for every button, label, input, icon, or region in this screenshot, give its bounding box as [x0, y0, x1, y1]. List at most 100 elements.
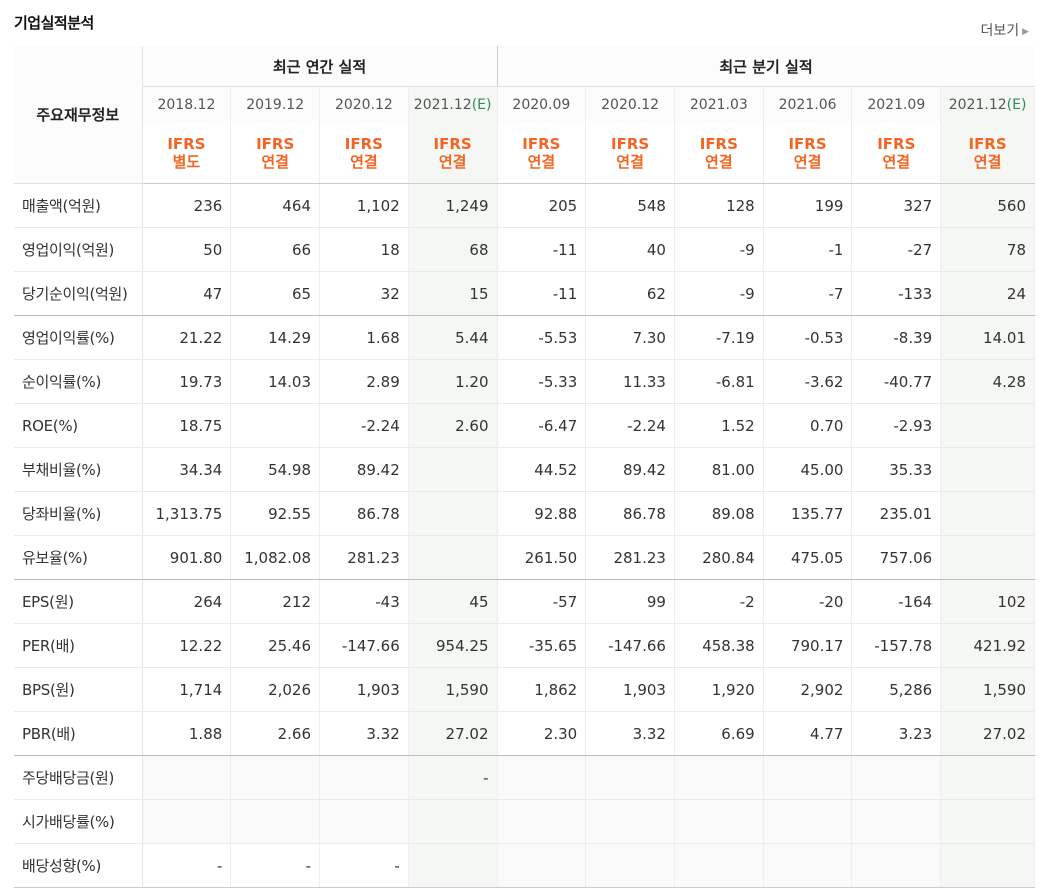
- table-cell: 1,082.08: [230, 535, 321, 580]
- row-label: 영업이익률(%): [14, 315, 143, 360]
- period-label: 2020.09: [512, 97, 571, 113]
- table-cell: [408, 843, 498, 888]
- basis-label: 별도: [172, 153, 201, 171]
- table-cell: 86.78: [585, 491, 675, 536]
- period-header: 2018.12: [142, 86, 232, 123]
- table-cell: 6.69: [674, 711, 764, 756]
- table-cell: [142, 755, 232, 800]
- table-cell: [408, 447, 498, 492]
- table-row: 당좌비율(%) 1,313.75 92.55 86.78 92.88 86.78 89.08…: [14, 491, 1035, 536]
- basis-label: 연결: [350, 153, 378, 171]
- basis-header: IFRS 연결: [851, 123, 942, 184]
- financial-analysis-table: 주요재무정보 최근 연간 실적 최근 분기 실적 2018.12 2019.12 2020…: [14, 46, 1035, 888]
- table-cell: 280.84: [674, 535, 764, 580]
- basis-label: 연결: [616, 153, 644, 171]
- table-cell: 25.46: [230, 623, 321, 668]
- ifrs-label: IFRS: [433, 135, 472, 153]
- table-cell: 14.01: [940, 315, 1035, 360]
- table-cell: 99: [585, 579, 675, 624]
- basis-header: IFRS 연결: [319, 123, 409, 184]
- table-cell: -2.24: [585, 403, 675, 448]
- table-cell: 12.22: [142, 623, 232, 668]
- table-row: 매출액(억원) 236 464 1,102 1,249 205 548 128 199 327 56…: [14, 183, 1035, 228]
- period-label: 2020.12: [601, 97, 660, 113]
- ifrs-label: IFRS: [788, 135, 827, 153]
- table-cell: 1,903: [319, 667, 409, 712]
- table-cell: 2.30: [496, 711, 587, 756]
- table-row: 주당배당금(원) -: [14, 755, 1035, 800]
- table-cell: [585, 755, 675, 800]
- ifrs-label: IFRS: [344, 135, 383, 153]
- table-cell: [940, 535, 1035, 580]
- table-cell: 421.92: [940, 623, 1035, 668]
- table-cell: 44.52: [496, 447, 587, 492]
- table-cell: [408, 799, 498, 844]
- table-cell: 21.22: [142, 315, 232, 360]
- table-cell: [585, 843, 675, 888]
- table-cell: 464: [230, 183, 321, 228]
- table-cell: -43: [319, 579, 409, 624]
- table-cell: -40.77: [851, 359, 942, 404]
- table-cell: 5.44: [408, 315, 498, 360]
- table-cell: 458.38: [674, 623, 764, 668]
- table-cell: -9: [674, 271, 764, 316]
- table-row: 순이익률(%) 19.73 14.03 2.89 1.20 -5.33 11.33 -6.81…: [14, 359, 1035, 404]
- period-header: 2021.12(E): [940, 86, 1035, 123]
- basis-header: IFRS 별도: [142, 123, 232, 184]
- table-cell: 65: [230, 271, 321, 316]
- table-row: 시가배당률(%): [14, 799, 1035, 844]
- table-cell: 1.52: [674, 403, 764, 448]
- table-cell: 205: [496, 183, 587, 228]
- table-cell: 5,286: [851, 667, 942, 712]
- table-row: 당기순이익(억원) 47 65 32 15 -11 62 -9 -7 -133 24: [14, 271, 1035, 316]
- table-cell: [496, 799, 587, 844]
- period-header: 2020.12: [585, 86, 675, 123]
- row-header-label: 주요재무정보: [14, 46, 143, 184]
- ifrs-label: IFRS: [699, 135, 738, 153]
- period-row: 2018.12 2019.12 2020.12 2021.12(E) 2020.09 20…: [14, 86, 1035, 123]
- row-label: 주당배당금(원): [14, 755, 143, 800]
- table-cell: 3.23: [851, 711, 942, 756]
- more-link[interactable]: 더보기 ▶: [980, 20, 1029, 40]
- table-cell: 34.34: [142, 447, 232, 492]
- table-cell: 4.28: [940, 359, 1035, 404]
- table-cell: -8.39: [851, 315, 942, 360]
- table-cell: -133: [851, 271, 942, 316]
- table-cell: [763, 799, 853, 844]
- table-cell: 89.42: [585, 447, 675, 492]
- basis-header: IFRS 연결: [674, 123, 764, 184]
- basis-header: IFRS 연결: [230, 123, 321, 184]
- table-cell: 264: [142, 579, 232, 624]
- ifrs-label: IFRS: [256, 135, 295, 153]
- table-cell: 0.70: [763, 403, 853, 448]
- header-group-row: 주요재무정보 최근 연간 실적 최근 분기 실적: [14, 46, 1035, 184]
- table-cell: [142, 799, 232, 844]
- table-cell: 14.03: [230, 359, 321, 404]
- period-header: 2021.09: [851, 86, 942, 123]
- table-cell: 86.78: [319, 491, 409, 536]
- basis-header: IFRS 연결: [585, 123, 675, 184]
- table-cell: -5.33: [496, 359, 587, 404]
- table-cell: 3.32: [319, 711, 409, 756]
- table-row: 부채비율(%) 34.34 54.98 89.42 44.52 89.42 81.00 45.…: [14, 447, 1035, 492]
- table-cell: 281.23: [585, 535, 675, 580]
- table-row: 유보율(%) 901.80 1,082.08 281.23 261.50 281.23 28…: [14, 535, 1035, 580]
- row-label: 매출액(억원): [14, 183, 143, 228]
- table-cell: -20: [763, 579, 853, 624]
- table-cell: [763, 755, 853, 800]
- period-label: 2021.12: [413, 97, 472, 113]
- row-label: 순이익률(%): [14, 359, 143, 404]
- table-cell: -1: [763, 227, 853, 272]
- table-cell: 199: [763, 183, 853, 228]
- table-cell: -147.66: [585, 623, 675, 668]
- table-cell: -9: [674, 227, 764, 272]
- table-cell: 327: [851, 183, 942, 228]
- table-cell: [940, 799, 1035, 844]
- table-cell: 35.33: [851, 447, 942, 492]
- period-label: 2018.12: [157, 97, 216, 113]
- table-cell: -: [319, 843, 409, 888]
- table-cell: 14.29: [230, 315, 321, 360]
- period-header: 2019.12: [230, 86, 321, 123]
- table-cell: 92.88: [496, 491, 587, 536]
- table-cell: [851, 843, 942, 888]
